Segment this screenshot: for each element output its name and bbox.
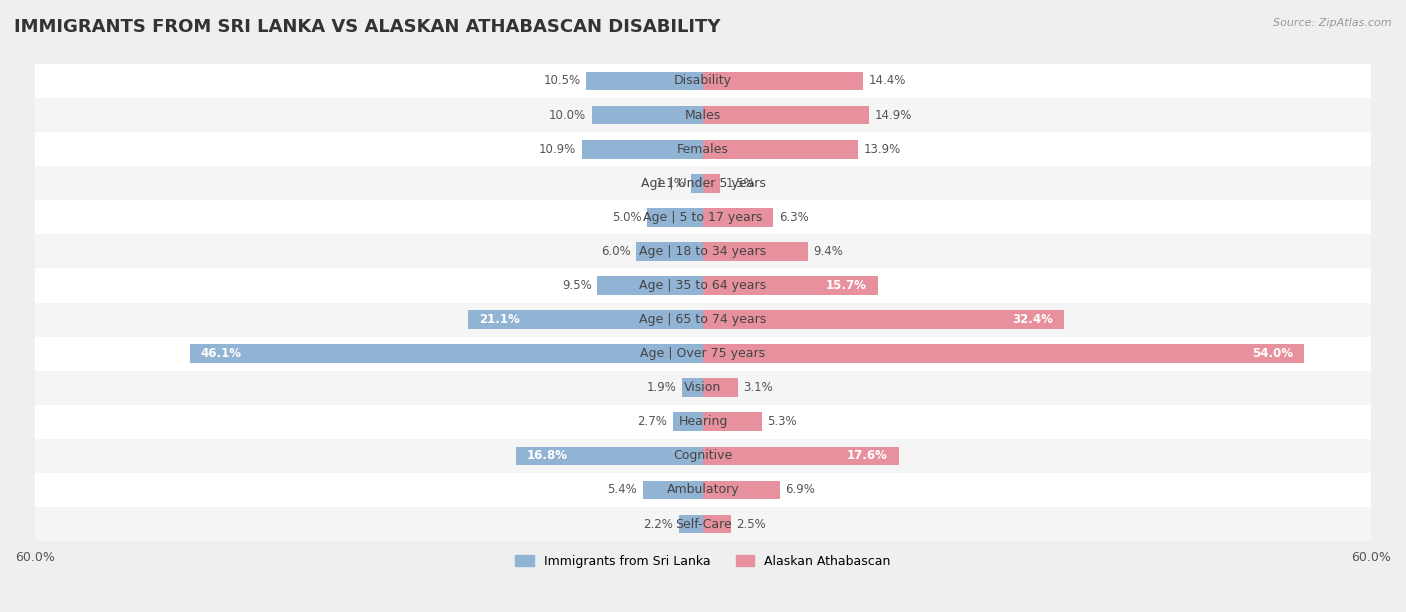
- Text: 17.6%: 17.6%: [846, 449, 887, 463]
- Bar: [35, 64, 1371, 98]
- Text: Ambulatory: Ambulatory: [666, 483, 740, 496]
- Bar: [703, 480, 780, 499]
- Text: 2.7%: 2.7%: [637, 416, 668, 428]
- Bar: [703, 242, 807, 261]
- Bar: [35, 337, 1371, 371]
- Text: 9.4%: 9.4%: [813, 245, 844, 258]
- Bar: [468, 310, 703, 329]
- Bar: [35, 269, 1371, 302]
- Text: Source: ZipAtlas.com: Source: ZipAtlas.com: [1274, 18, 1392, 28]
- Bar: [643, 480, 703, 499]
- Bar: [703, 208, 773, 226]
- Text: Self-Care: Self-Care: [675, 518, 731, 531]
- Text: 14.9%: 14.9%: [875, 108, 912, 122]
- Text: 2.5%: 2.5%: [737, 518, 766, 531]
- Text: Age | 65 to 74 years: Age | 65 to 74 years: [640, 313, 766, 326]
- Text: 6.3%: 6.3%: [779, 211, 808, 224]
- Text: Vision: Vision: [685, 381, 721, 394]
- Text: 14.4%: 14.4%: [869, 75, 907, 88]
- Bar: [35, 200, 1371, 234]
- Text: Age | 35 to 64 years: Age | 35 to 64 years: [640, 279, 766, 292]
- Text: 46.1%: 46.1%: [201, 347, 242, 360]
- Bar: [586, 72, 703, 91]
- Bar: [592, 106, 703, 124]
- Text: 1.9%: 1.9%: [647, 381, 676, 394]
- Text: 32.4%: 32.4%: [1012, 313, 1053, 326]
- Text: Age | Over 75 years: Age | Over 75 years: [641, 347, 765, 360]
- Text: Cognitive: Cognitive: [673, 449, 733, 463]
- Bar: [703, 412, 762, 431]
- Bar: [682, 378, 703, 397]
- Bar: [703, 378, 738, 397]
- Bar: [35, 132, 1371, 166]
- Text: 1.5%: 1.5%: [725, 177, 755, 190]
- Text: Age | 18 to 34 years: Age | 18 to 34 years: [640, 245, 766, 258]
- Text: 10.5%: 10.5%: [543, 75, 581, 88]
- Text: Disability: Disability: [673, 75, 733, 88]
- Bar: [703, 447, 898, 465]
- Bar: [679, 515, 703, 534]
- Text: 5.3%: 5.3%: [768, 416, 797, 428]
- Text: Age | Under 5 years: Age | Under 5 years: [641, 177, 765, 190]
- Text: 16.8%: 16.8%: [527, 449, 568, 463]
- Text: 54.0%: 54.0%: [1253, 347, 1294, 360]
- Bar: [703, 345, 1305, 363]
- Bar: [703, 140, 858, 159]
- Text: 9.5%: 9.5%: [562, 279, 592, 292]
- Text: 6.0%: 6.0%: [600, 245, 631, 258]
- Bar: [703, 276, 877, 295]
- Text: 10.0%: 10.0%: [548, 108, 586, 122]
- Bar: [35, 439, 1371, 473]
- Bar: [35, 302, 1371, 337]
- Text: Age | 5 to 17 years: Age | 5 to 17 years: [644, 211, 762, 224]
- Bar: [703, 106, 869, 124]
- Text: 2.2%: 2.2%: [643, 518, 673, 531]
- Text: 13.9%: 13.9%: [863, 143, 901, 155]
- Text: Females: Females: [678, 143, 728, 155]
- Bar: [35, 371, 1371, 405]
- Bar: [673, 412, 703, 431]
- Text: 5.4%: 5.4%: [607, 483, 637, 496]
- Bar: [636, 242, 703, 261]
- Text: Males: Males: [685, 108, 721, 122]
- Text: IMMIGRANTS FROM SRI LANKA VS ALASKAN ATHABASCAN DISABILITY: IMMIGRANTS FROM SRI LANKA VS ALASKAN ATH…: [14, 18, 720, 36]
- Bar: [35, 473, 1371, 507]
- Legend: Immigrants from Sri Lanka, Alaskan Athabascan: Immigrants from Sri Lanka, Alaskan Athab…: [510, 550, 896, 573]
- Bar: [703, 310, 1064, 329]
- Bar: [647, 208, 703, 226]
- Bar: [703, 515, 731, 534]
- Text: 1.1%: 1.1%: [655, 177, 685, 190]
- Bar: [35, 507, 1371, 541]
- Text: 3.1%: 3.1%: [744, 381, 773, 394]
- Bar: [35, 405, 1371, 439]
- Text: Hearing: Hearing: [678, 416, 728, 428]
- Bar: [703, 174, 720, 193]
- Bar: [35, 166, 1371, 200]
- Bar: [35, 98, 1371, 132]
- Text: 6.9%: 6.9%: [786, 483, 815, 496]
- Bar: [190, 345, 703, 363]
- Text: 15.7%: 15.7%: [825, 279, 866, 292]
- Bar: [703, 72, 863, 91]
- Bar: [35, 234, 1371, 269]
- Bar: [690, 174, 703, 193]
- Text: 5.0%: 5.0%: [612, 211, 641, 224]
- Bar: [516, 447, 703, 465]
- Bar: [598, 276, 703, 295]
- Text: 10.9%: 10.9%: [538, 143, 576, 155]
- Bar: [582, 140, 703, 159]
- Text: 21.1%: 21.1%: [479, 313, 520, 326]
